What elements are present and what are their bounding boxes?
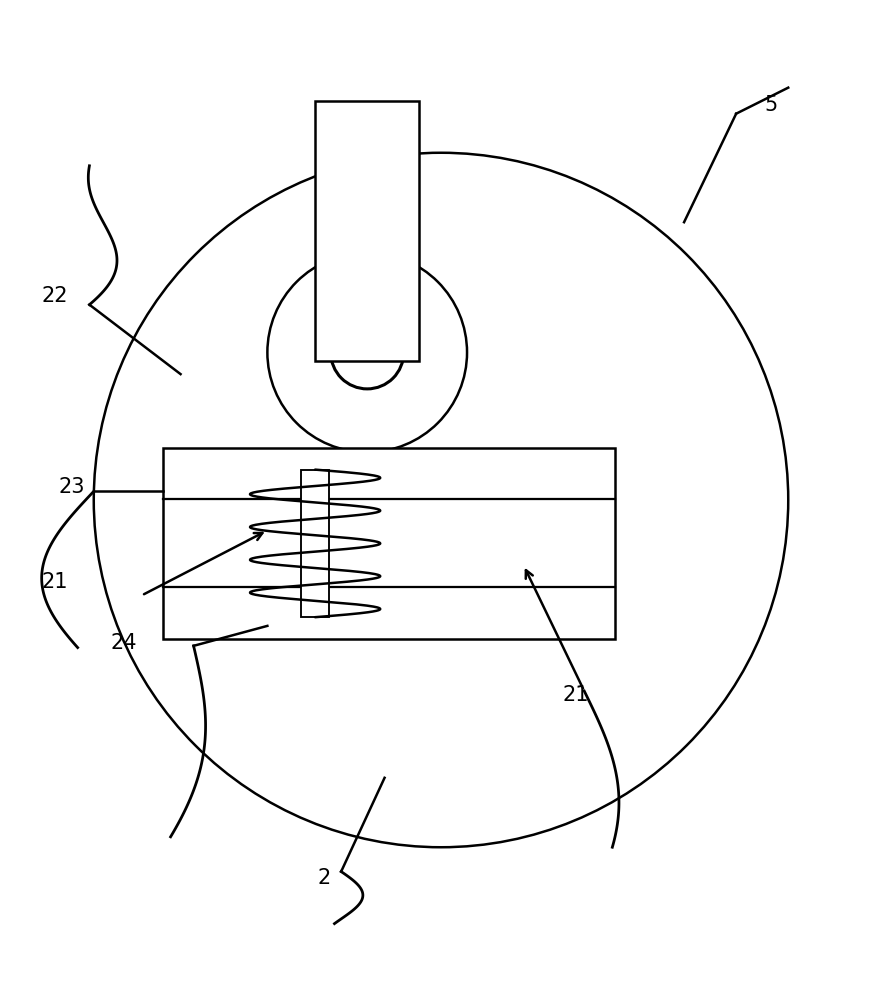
Text: 23: 23 <box>59 477 86 497</box>
Text: 22: 22 <box>41 286 68 306</box>
Bar <box>315 101 419 361</box>
Text: 21: 21 <box>563 685 589 705</box>
Text: 21: 21 <box>41 572 68 592</box>
Bar <box>302 470 329 617</box>
Bar <box>163 448 615 639</box>
Text: 24: 24 <box>111 633 138 653</box>
Text: 2: 2 <box>318 868 331 888</box>
Text: 5: 5 <box>765 95 778 115</box>
